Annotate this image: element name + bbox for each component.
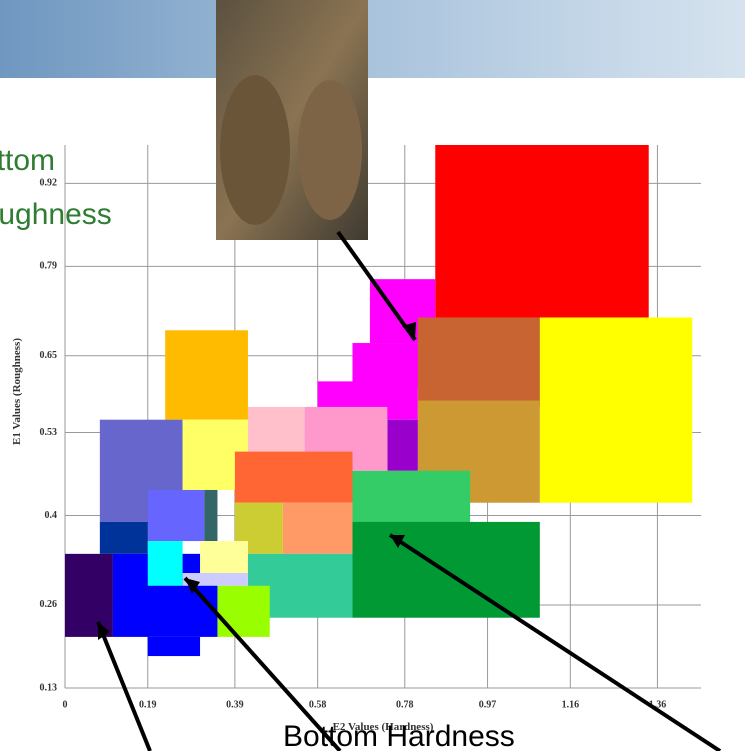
arrow (390, 535, 720, 751)
x-tick-label: 1.16 (562, 699, 580, 710)
y-tick-label: 0.79 (40, 261, 58, 272)
y-tick-label: 0.53 (40, 427, 58, 438)
x-tick-label: 0 (63, 699, 68, 710)
x-tick-label: 0.78 (396, 699, 414, 710)
y-tick-label: 0.4 (45, 510, 58, 521)
x-tick-label: 0.39 (226, 699, 244, 710)
region (283, 503, 353, 554)
region (235, 452, 353, 503)
region (387, 420, 417, 471)
photo-shell (220, 75, 290, 225)
region (165, 330, 248, 419)
region (65, 554, 113, 637)
slide-title: Bottom (0, 144, 55, 177)
region (148, 637, 200, 656)
y-axis-title: E1 Values (Roughness) (11, 338, 23, 445)
region (200, 541, 248, 573)
region (148, 490, 205, 541)
slide: 00.190.390.580.780.971.161.360.130.260.4… (0, 0, 745, 751)
y-tick-label: 0.13 (40, 682, 58, 693)
y-tick-label: 0.92 (40, 178, 58, 189)
y-tick-label: 0.26 (40, 599, 58, 610)
region (204, 490, 217, 541)
x-tick-label: 0.97 (479, 699, 497, 710)
x-tick-label: 0.58 (309, 699, 327, 710)
region (435, 145, 648, 317)
arrow (98, 622, 150, 751)
region (148, 541, 183, 586)
x-tick-label: 0.19 (139, 699, 157, 710)
region (217, 586, 269, 637)
header-band (0, 0, 745, 78)
bottom-label: Bottom Hardness (283, 720, 515, 751)
slide-title: Roughness (0, 198, 112, 231)
y-tick-label: 0.65 (40, 350, 58, 361)
region (100, 522, 148, 554)
region (540, 317, 692, 502)
photo-shell (298, 80, 362, 220)
